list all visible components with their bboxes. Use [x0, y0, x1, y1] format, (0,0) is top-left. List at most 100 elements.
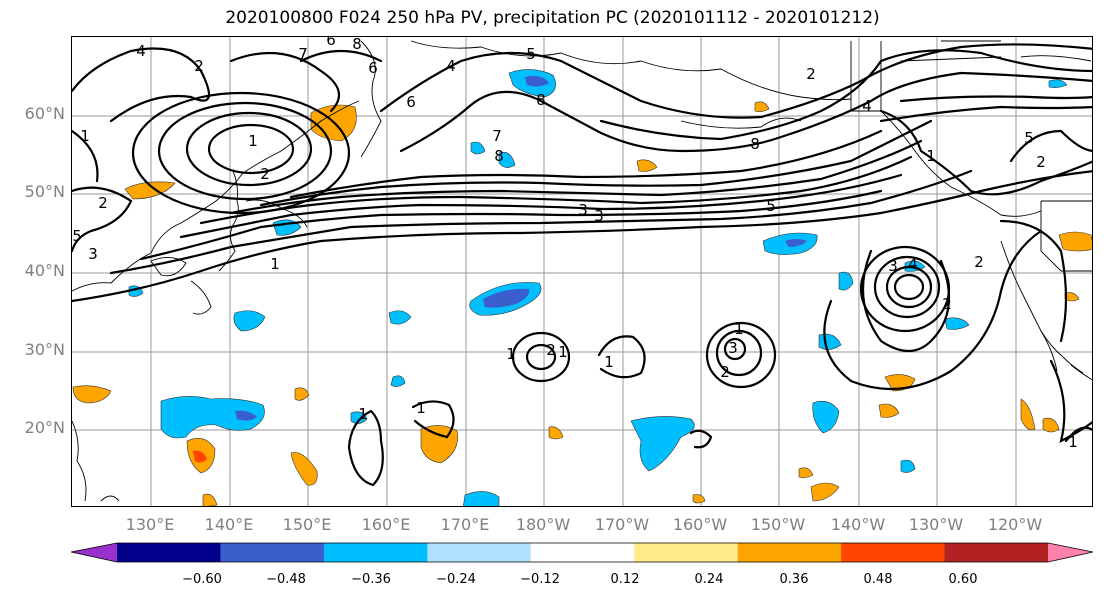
precip-patch-positive: [692, 494, 706, 504]
lon-label-140w: 140°W: [830, 515, 886, 534]
precip-patch-negative: [838, 271, 854, 291]
lon-label-120w: 120°W: [987, 515, 1043, 534]
contour-label: 2: [260, 165, 270, 183]
precip-patch-core: [785, 239, 807, 247]
contour-label: 2: [1036, 153, 1046, 171]
precip-patch-core: [525, 75, 549, 87]
precip-patch-negative: [388, 310, 412, 325]
contour-label: 5: [526, 45, 536, 63]
lon-label-180w: 180°W: [515, 515, 571, 534]
colorbar-segment: [427, 543, 532, 562]
contour-label: 1: [926, 147, 936, 165]
precip-patch-positive: [1042, 417, 1060, 433]
contour-label: 8: [750, 135, 760, 153]
precip-patch-positive: [810, 482, 840, 502]
precip-patch-positive: [1064, 292, 1080, 302]
contour-label: 3: [728, 339, 738, 357]
precip-patch-core: [235, 410, 257, 421]
colorbar-outline: [70, 542, 1094, 563]
contour-label: 1: [604, 353, 614, 371]
precip-patch-positive: [1058, 231, 1092, 252]
contour-label: 6: [406, 93, 416, 111]
contour-label: 1: [270, 255, 280, 273]
precip-patch-negative: [390, 375, 406, 387]
lat-label-20n: 20°N: [24, 418, 65, 437]
precip-patch-negative: [818, 333, 842, 350]
contour-label: 7: [492, 127, 502, 145]
lon-label-130e: 130°E: [125, 515, 175, 534]
colorbar-label: −0.48: [266, 572, 306, 587]
contour-label: 5: [72, 227, 82, 245]
precip-patch-core: [483, 288, 530, 308]
contour-label: 1: [734, 320, 744, 338]
colorbar-label: 0.48: [863, 572, 893, 587]
lon-label-170e: 170°E: [440, 515, 490, 534]
contour-label: 1: [358, 405, 368, 423]
precip-patch-positive: [294, 387, 310, 401]
lon-label-150e: 150°E: [282, 515, 332, 534]
contour-label: 1: [1068, 433, 1078, 451]
contour-label: 1: [506, 345, 516, 363]
colorbar-segment: [530, 543, 635, 562]
contour-label: 2: [720, 363, 730, 381]
lon-label-160e: 160°E: [361, 515, 411, 534]
colorbar-label: 0.36: [779, 572, 809, 587]
contour-label: 3: [594, 207, 604, 225]
precip-patch-positive: [878, 403, 900, 418]
contour-label: 8: [536, 91, 546, 109]
precip-patch-negative: [812, 400, 840, 434]
coastlines: [72, 40, 1092, 502]
contour-label: 4: [446, 57, 456, 75]
graticule: [72, 37, 1092, 506]
lat-label-40n: 40°N: [24, 261, 65, 280]
lat-label-30n: 30°N: [24, 340, 65, 359]
contour-label: 3: [578, 201, 588, 219]
colorbar-segments: [71, 543, 1093, 562]
colorbar: [70, 542, 1094, 563]
precip-patch-positive: [548, 426, 564, 440]
contour-label: 5: [1024, 129, 1034, 147]
lon-label-140e: 140°E: [204, 515, 254, 534]
colorbar-segment: [737, 543, 842, 562]
precip-patch-positive: [72, 385, 112, 404]
precip-patch-negative: [944, 317, 970, 330]
contour-label: 4: [908, 255, 918, 273]
contour-label: 4: [862, 97, 872, 115]
precip-patch-positive: [202, 493, 218, 506]
contour-label: 1: [416, 399, 426, 417]
colorbar-label: −0.60: [182, 572, 222, 587]
map-panel: 4 2 7 6 8 1 2 3 5 4 6 8 7 5 1 2 6 8 1 2 …: [71, 36, 1093, 507]
contour-label: 2: [194, 57, 204, 75]
lon-label-150w: 150°W: [750, 515, 806, 534]
contour-label: 7: [298, 45, 308, 63]
colorbar-segment: [841, 543, 946, 562]
colorbar-segment: [323, 543, 428, 562]
lat-label-60n: 60°N: [24, 104, 65, 123]
contour-label: 6: [326, 37, 336, 49]
contour-label: 4: [136, 42, 146, 60]
precip-patch-negative: [1048, 79, 1068, 88]
precip-patch-positive: [420, 425, 458, 464]
contour-label: 2: [942, 295, 952, 313]
contour-label: 3: [888, 257, 898, 275]
contour-label: 2: [546, 341, 556, 359]
contour-label: 1: [80, 127, 90, 145]
colorbar-extend-high: [1048, 543, 1093, 562]
precip-patch-positive: [193, 450, 207, 463]
precip-patch-positive: [754, 101, 770, 112]
pv-contours: [72, 43, 1092, 487]
colorbar-label: 0.24: [694, 572, 724, 587]
precip-patch-negative: [498, 151, 516, 168]
contour-label: 2: [974, 253, 984, 271]
precip-patch-positive: [636, 159, 658, 172]
lat-label-50n: 50°N: [24, 182, 65, 201]
precip-patch-negative: [233, 310, 266, 332]
precip-patch-negative: [630, 416, 695, 472]
precip-patch-negative: [160, 396, 265, 439]
precip-patch-negative: [900, 459, 916, 473]
colorbar-segment: [117, 543, 221, 562]
contour-label: 8: [352, 37, 362, 53]
contour-label: 6: [368, 59, 378, 77]
precip-patch-negative: [463, 491, 500, 506]
contour-label: 5: [766, 197, 776, 215]
